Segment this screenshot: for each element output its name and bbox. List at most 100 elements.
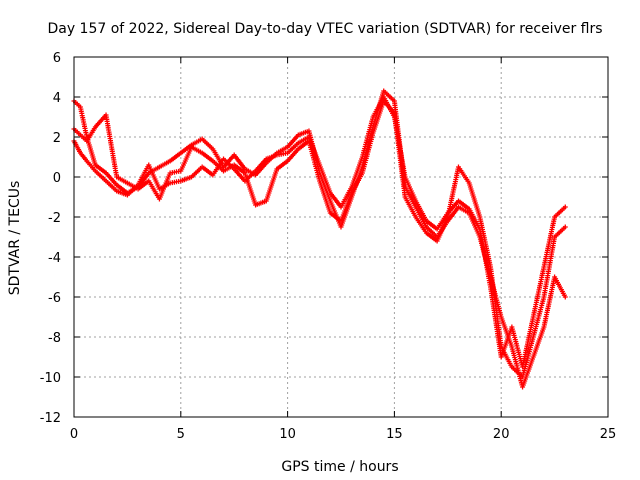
data-points bbox=[71, 88, 568, 390]
data-segment bbox=[541, 236, 557, 298]
y-tick-label: -8 bbox=[48, 331, 61, 346]
data-segment bbox=[553, 225, 567, 239]
data-segment bbox=[85, 160, 97, 172]
plot-frame bbox=[73, 56, 609, 418]
data-segment bbox=[103, 114, 119, 178]
data-segment bbox=[446, 200, 460, 214]
data-segment bbox=[414, 206, 428, 228]
data-segment bbox=[392, 116, 408, 178]
data-segment bbox=[467, 182, 482, 218]
data-segment bbox=[371, 100, 386, 134]
data-segment bbox=[254, 158, 268, 172]
data-segment bbox=[85, 126, 97, 142]
data-segment bbox=[531, 296, 546, 338]
y-tick-label: -6 bbox=[48, 291, 61, 306]
data-segment bbox=[360, 116, 375, 158]
data-segment bbox=[297, 139, 310, 151]
data-segment bbox=[531, 266, 546, 318]
y-tick-label: 0 bbox=[53, 171, 61, 186]
data-segment bbox=[425, 231, 439, 243]
data-segment bbox=[403, 176, 418, 202]
data-segment bbox=[425, 225, 439, 239]
data-segment bbox=[414, 200, 428, 222]
data-point bbox=[562, 224, 568, 230]
data-segment bbox=[276, 145, 289, 155]
y-tick-label: -4 bbox=[48, 251, 61, 266]
data-segment bbox=[317, 164, 333, 194]
data-segment bbox=[190, 137, 203, 147]
data-segment bbox=[72, 140, 82, 154]
data-segment bbox=[180, 175, 193, 183]
data-segment bbox=[233, 168, 246, 182]
data-segment bbox=[371, 96, 386, 118]
data-segment bbox=[382, 96, 396, 118]
data-segment bbox=[477, 216, 493, 268]
data-segment bbox=[201, 137, 214, 151]
data-segment bbox=[243, 172, 258, 206]
data-point bbox=[562, 204, 568, 210]
data-segment bbox=[467, 208, 482, 230]
data-segment bbox=[435, 216, 450, 242]
data-segment bbox=[477, 228, 493, 288]
data-segment bbox=[520, 316, 536, 368]
data-segment bbox=[169, 151, 182, 163]
x-tick-label: 5 bbox=[177, 427, 185, 442]
data-segment bbox=[136, 164, 151, 186]
data-segment bbox=[190, 145, 203, 155]
data-segment bbox=[520, 356, 535, 388]
data-segment bbox=[520, 336, 536, 378]
data-segment bbox=[541, 216, 557, 268]
y-tick-label: -10 bbox=[40, 371, 61, 386]
data-segment bbox=[488, 286, 504, 358]
x-tick-label: 20 bbox=[493, 427, 510, 442]
data-segment bbox=[349, 156, 365, 188]
data-segment bbox=[201, 151, 214, 163]
data-segment bbox=[243, 169, 257, 183]
data-segment bbox=[297, 129, 310, 137]
grid-lines bbox=[74, 57, 608, 417]
data-segment bbox=[329, 211, 342, 223]
data-segment bbox=[94, 169, 107, 183]
data-segment bbox=[211, 158, 225, 176]
data-segment bbox=[286, 148, 300, 162]
data-segment bbox=[307, 136, 322, 166]
data-segment bbox=[169, 168, 182, 176]
tick-marks bbox=[73, 56, 609, 418]
data-segment bbox=[179, 143, 193, 155]
data-segment bbox=[116, 175, 129, 185]
data-segment bbox=[457, 199, 471, 211]
y-tick-label: 4 bbox=[53, 91, 61, 106]
data-segment bbox=[286, 141, 300, 155]
data-segment bbox=[158, 181, 171, 191]
data-segment bbox=[232, 154, 247, 170]
data-segment bbox=[78, 106, 89, 138]
x-tick-label: 25 bbox=[600, 427, 617, 442]
data-segment bbox=[317, 180, 333, 214]
x-tick-label: 15 bbox=[386, 427, 403, 442]
data-segment bbox=[457, 166, 471, 184]
data-segment bbox=[73, 100, 82, 108]
x-axis-title: GPS time / hours bbox=[281, 459, 398, 475]
data-segment bbox=[147, 164, 162, 190]
y-tick-label: 6 bbox=[53, 51, 61, 66]
data-segment bbox=[457, 205, 470, 215]
y-tick-label: -2 bbox=[48, 211, 61, 226]
data-segment bbox=[553, 276, 567, 298]
data-segment bbox=[339, 192, 354, 222]
data-segment bbox=[531, 326, 546, 358]
chart-title: Day 157 of 2022, Sidereal Day-to-day VTE… bbox=[47, 21, 602, 37]
data-segment bbox=[201, 165, 214, 177]
x-tick-label: 10 bbox=[279, 427, 296, 442]
data-segment bbox=[254, 162, 268, 176]
data-segment bbox=[169, 178, 182, 186]
data-segment bbox=[254, 199, 267, 207]
data-segment bbox=[435, 212, 450, 230]
data-point bbox=[562, 294, 568, 300]
data-segment bbox=[553, 205, 567, 219]
series-track-a bbox=[71, 88, 568, 390]
data-segment bbox=[265, 153, 278, 161]
data-segment bbox=[360, 132, 375, 174]
data-segment bbox=[179, 146, 194, 172]
y-tick-labels: -12 -10 -8 -6 -4 -2 0 2 4 6 bbox=[40, 51, 61, 426]
x-tick-labels: 0 5 10 15 20 25 bbox=[70, 427, 616, 442]
